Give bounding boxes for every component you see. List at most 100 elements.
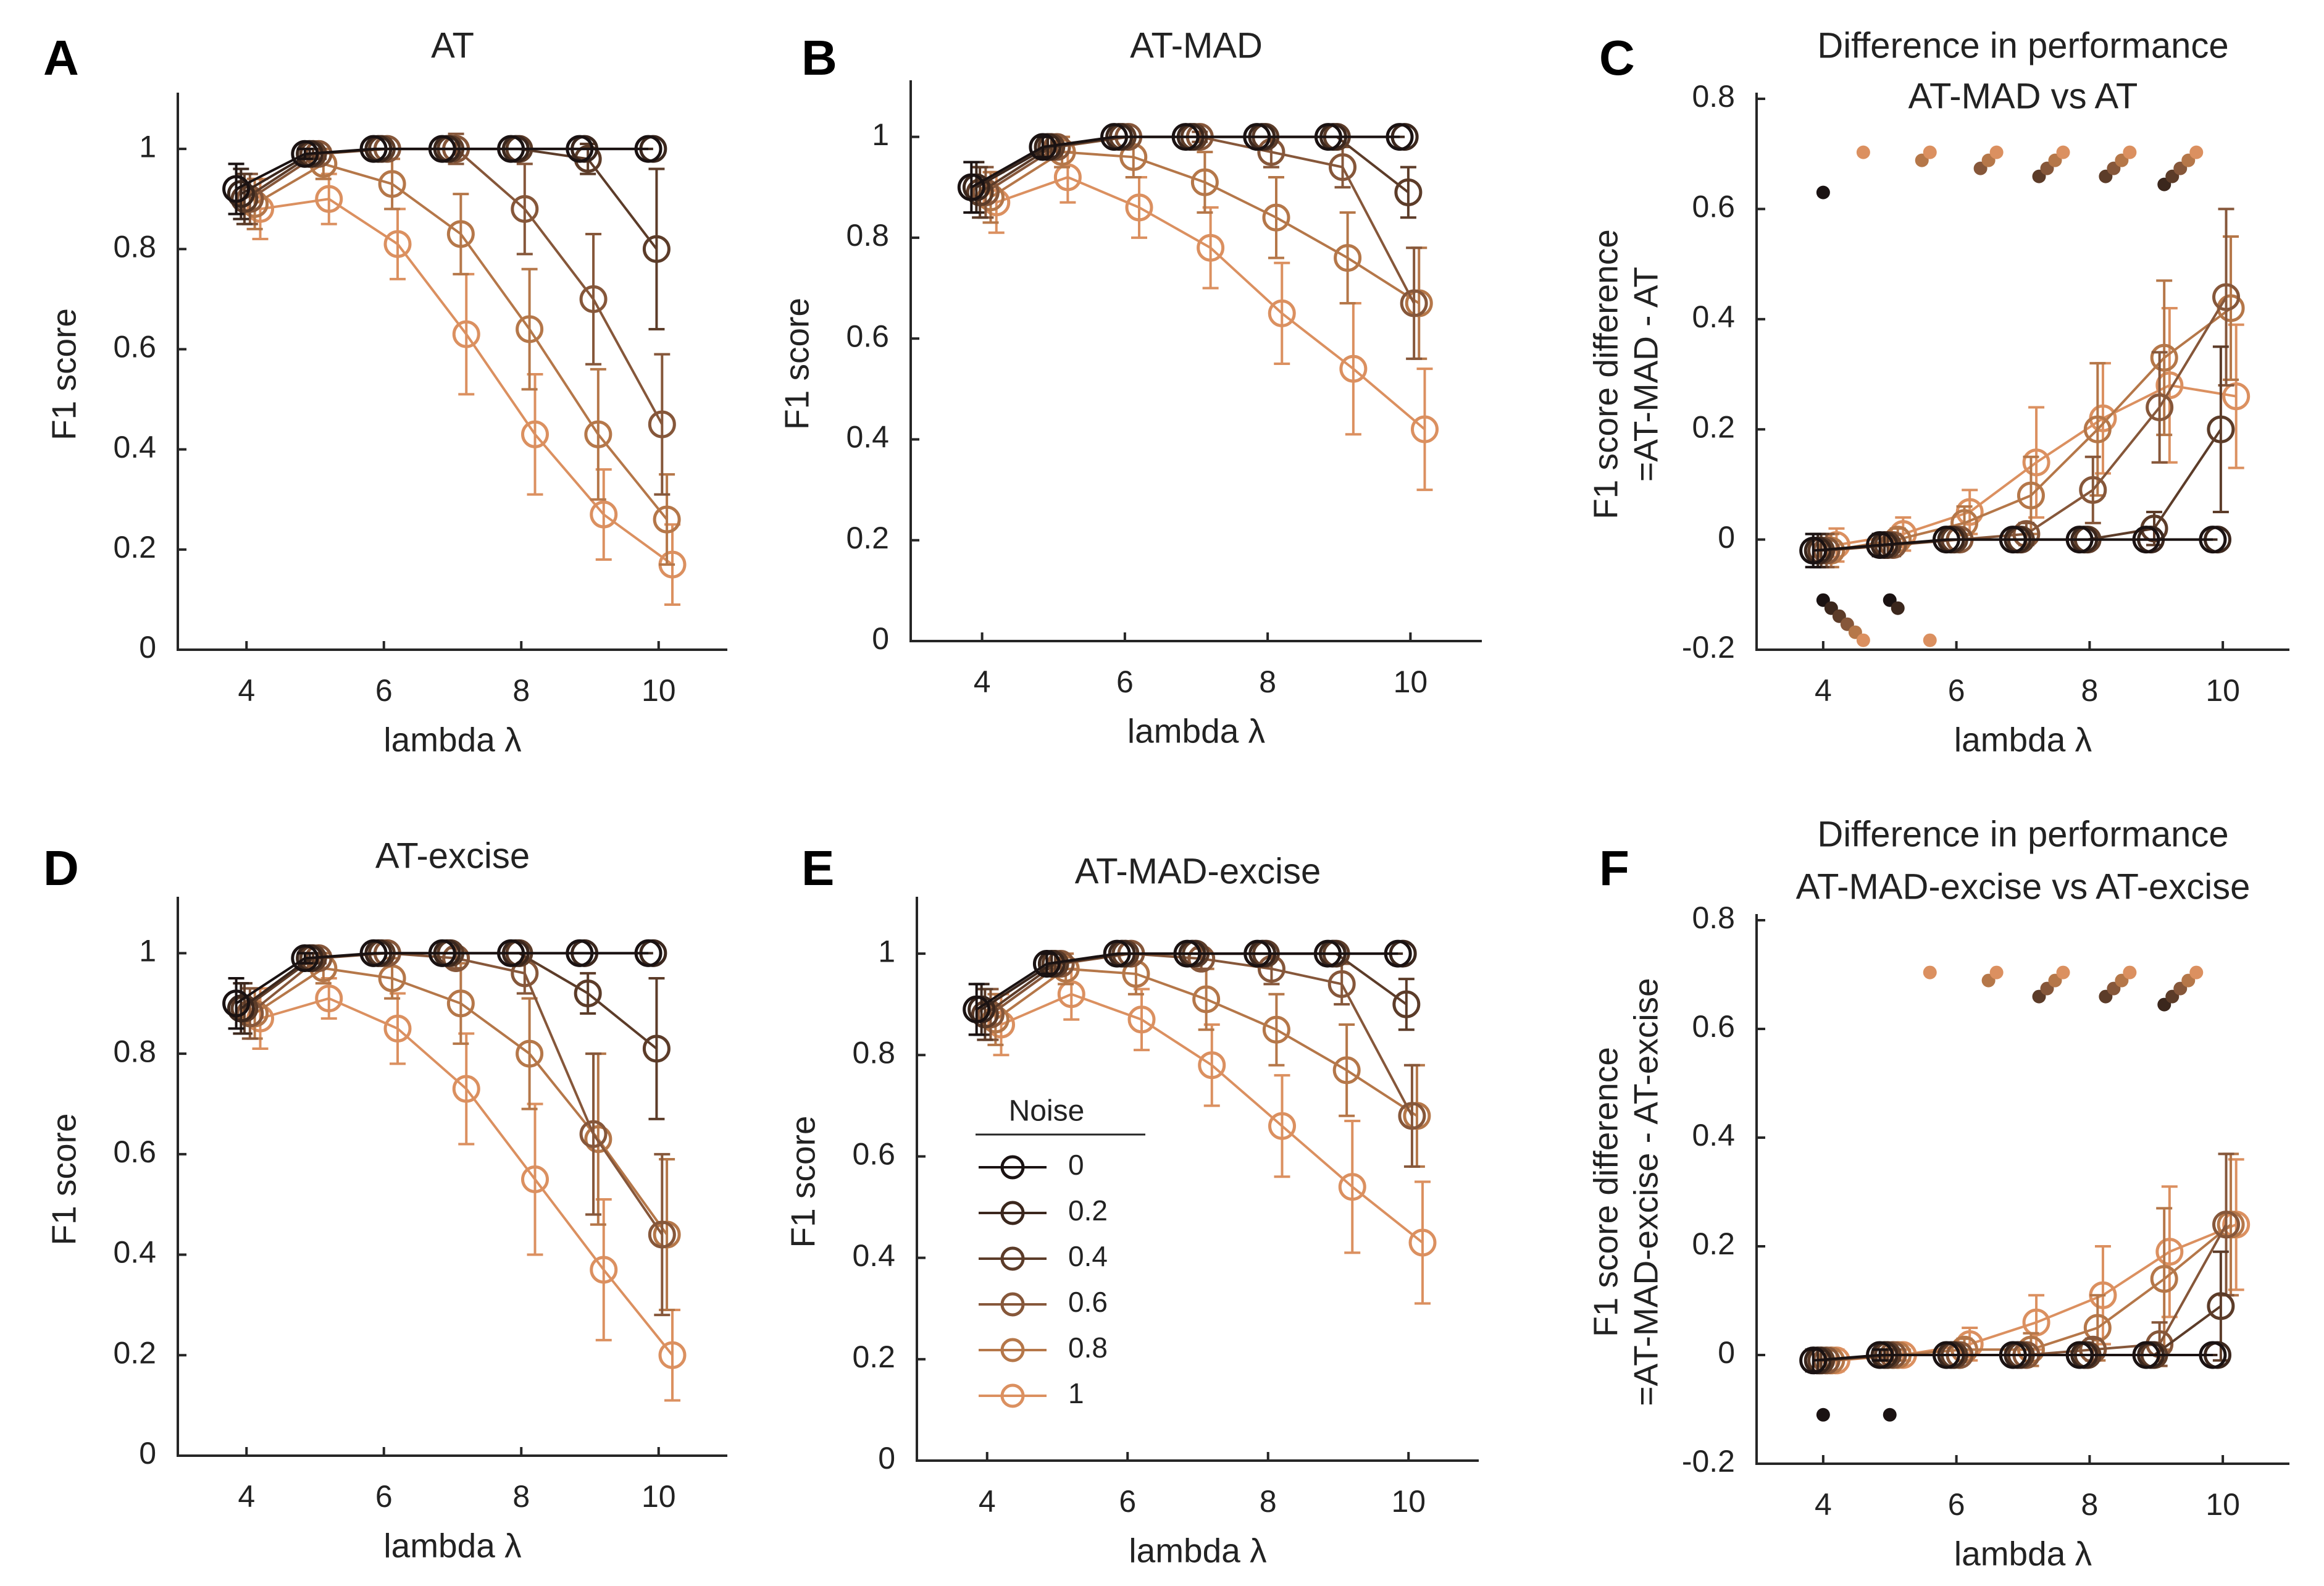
legend-item-1: 1: [979, 1377, 1084, 1409]
y-tick-label: 0.6: [1692, 190, 1735, 224]
series-noise-0.8: [241, 952, 681, 1312]
data-point: [1268, 299, 1296, 327]
data-point: [1392, 990, 1421, 1018]
data-point: [2083, 1314, 2112, 1342]
x-tick-label: 4: [238, 1479, 255, 1514]
data-point: [653, 505, 681, 534]
series-noise-1: [246, 977, 687, 1402]
data-point: [497, 939, 525, 967]
y-tick-label: 0.6: [852, 1137, 895, 1172]
data-point: [1384, 939, 1412, 968]
data-point: [1799, 1346, 1828, 1375]
error-bar: [1198, 967, 1214, 1031]
significance-dot: [1856, 145, 1870, 159]
legend: Noise 0 0.2 0.4 0.6 0.8 1: [976, 1095, 1145, 1409]
data-point: [2132, 1341, 2160, 1369]
x-axis-label: lambda λ: [1129, 1532, 1267, 1570]
data-point: [1932, 526, 1960, 554]
y-tick-label: 0.8: [113, 229, 156, 264]
data-point: [634, 939, 663, 967]
data-point: [1262, 1015, 1290, 1044]
y-axis-label: F1 score: [784, 1116, 822, 1248]
data-point: [1313, 939, 1342, 968]
x-axis-label: lambda λ: [383, 1527, 522, 1565]
legend-label: 0.2: [1068, 1194, 1108, 1227]
panel-label: B: [801, 30, 837, 85]
data-point: [1032, 950, 1061, 978]
y-tick-label: 1: [139, 934, 156, 968]
error-bar: [527, 373, 543, 496]
error-bar: [1274, 261, 1290, 365]
legend-marker: [1000, 1155, 1025, 1180]
significance-dot: [1923, 633, 1937, 647]
significance-dot: [2189, 145, 2204, 159]
y-tick-label: -0.2: [1682, 1444, 1735, 1479]
data-point: [642, 235, 671, 263]
error-bar: [1403, 1064, 1420, 1168]
y-axis-label: F1 score difference: [1587, 229, 1625, 519]
panel-title: AT-excise: [375, 836, 530, 876]
data-point: [658, 1341, 687, 1369]
error-bar: [1203, 1023, 1220, 1107]
x-tick-label: 10: [1394, 665, 1428, 699]
error-bar: [1268, 175, 1284, 259]
legend-marker: [1000, 1383, 1025, 1408]
panel-label: D: [43, 841, 79, 896]
data-point: [1268, 1112, 1296, 1140]
data-point: [516, 315, 544, 343]
data-point: [642, 1034, 671, 1063]
error-bar: [590, 367, 606, 501]
data-point: [428, 135, 456, 163]
data-point: [452, 1075, 480, 1103]
panel-title: AT: [431, 25, 474, 65]
error-bar: [1416, 367, 1433, 492]
legend-item-0.4: 0.4: [979, 1240, 1108, 1272]
error-bar: [654, 353, 671, 496]
data-point: [1999, 526, 2027, 554]
legend-item-0.2: 0.2: [979, 1194, 1108, 1227]
y-axis-label-line2: =AT-MAD-excise - AT-excise: [1627, 978, 1665, 1406]
data-point: [1171, 123, 1200, 151]
x-axis-label: lambda λ: [383, 721, 522, 759]
data-point: [566, 135, 594, 163]
y-tick-label: 0.4: [113, 1235, 156, 1270]
significance-dot: [1923, 965, 1937, 980]
panel-F: F Difference in performance AT-MAD-excise …: [1587, 814, 2289, 1573]
data-point: [452, 320, 480, 348]
data-point: [590, 1256, 618, 1284]
significance-dot: [1989, 145, 2004, 159]
y-tick-label: 0.4: [852, 1238, 895, 1273]
x-tick-label: 8: [1260, 1484, 1277, 1519]
data-point: [2155, 371, 2184, 400]
x-axis-label: lambda λ: [1954, 721, 2092, 759]
x-tick-label: 10: [2205, 673, 2240, 708]
y-tick-label: 0.8: [113, 1034, 156, 1068]
significance-dot: [2189, 965, 2204, 980]
legend-item-0.8: 0.8: [979, 1332, 1108, 1364]
error-bar: [516, 162, 533, 256]
error-bar: [1131, 175, 1147, 239]
x-tick-label: 10: [642, 1479, 676, 1514]
panel-title: Difference in performance: [1817, 814, 2228, 854]
y-tick-label: 0.8: [846, 218, 889, 253]
panel-label: F: [1599, 841, 1629, 896]
significance-dot: [2056, 965, 2070, 980]
x-tick-label: 8: [512, 1479, 530, 1514]
y-tick-label: 0.8: [852, 1035, 895, 1070]
error-bar: [2084, 455, 2101, 524]
data-point: [1327, 970, 1356, 998]
series-line: [985, 135, 1415, 304]
data-point: [566, 939, 594, 967]
axes-frame: [177, 897, 727, 1457]
legend-marker: [1000, 1201, 1025, 1225]
data-point: [1866, 1341, 1894, 1369]
data-point: [579, 1120, 608, 1148]
significance-dot: [1816, 185, 1830, 199]
error-bar: [1274, 1074, 1290, 1178]
y-axis-label: F1 score: [45, 1114, 83, 1246]
y-tick-label: 0.4: [1692, 300, 1735, 334]
series-noise-0.8: [1817, 235, 2245, 569]
y-tick-label: 0: [878, 1441, 895, 1475]
data-point: [1338, 1173, 1366, 1201]
series-noise-0: [1799, 1341, 2227, 1375]
